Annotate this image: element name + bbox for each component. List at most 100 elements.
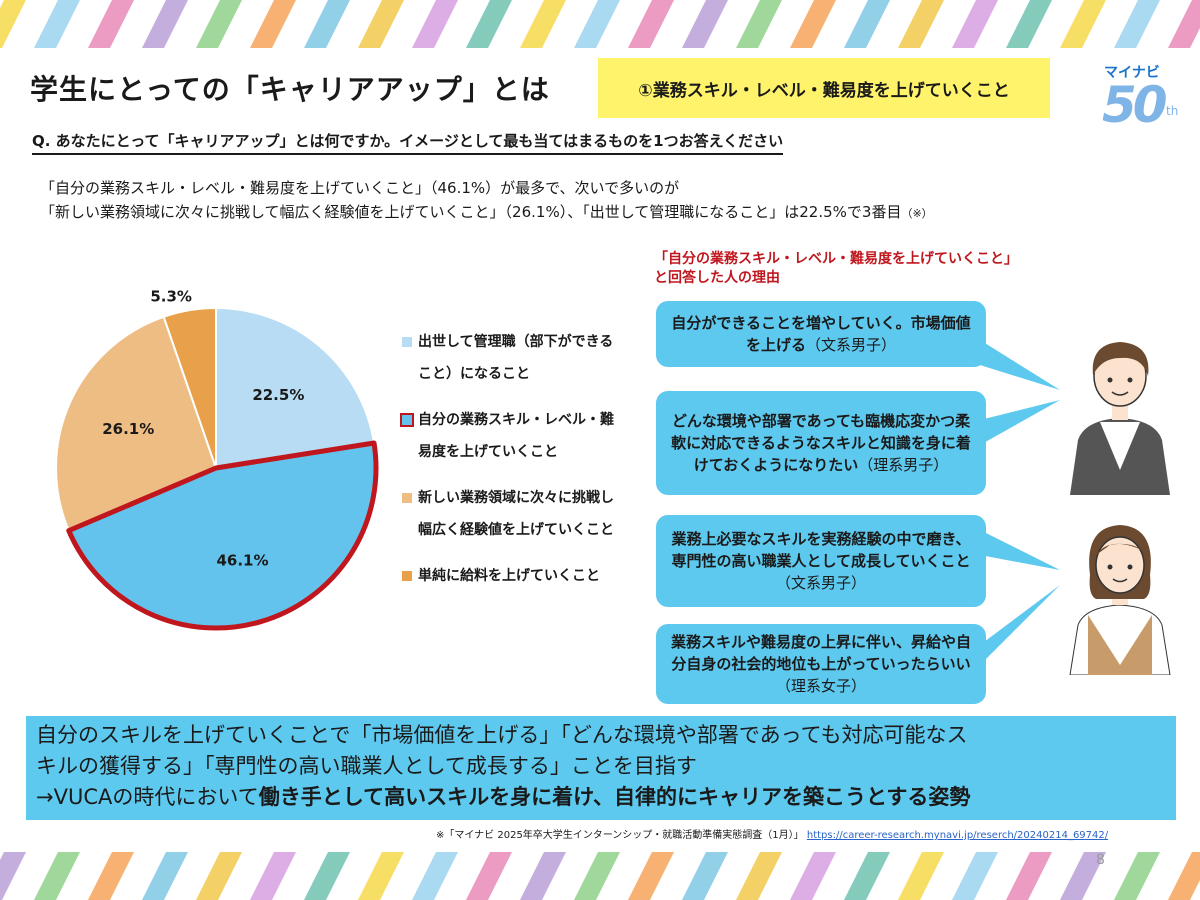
pie-slice bbox=[66, 440, 379, 631]
stripe-shape bbox=[0, 0, 26, 48]
pie-data-label: 26.1% bbox=[102, 420, 154, 438]
stripe-shape bbox=[1168, 0, 1200, 48]
stripe-shape bbox=[898, 852, 944, 900]
stripe-shape bbox=[466, 0, 512, 48]
reason-respondent: （理系女子） bbox=[775, 677, 866, 695]
stripe-shape bbox=[520, 0, 566, 48]
reasons-heading-line-2: と回答した人の理由 bbox=[654, 270, 780, 286]
stripe-shape bbox=[520, 852, 566, 900]
logo-number: 50 bbox=[1102, 76, 1168, 134]
legend-swatch bbox=[402, 571, 412, 581]
source-text: ※「マイナビ 2025年卒大学生インターンシップ・就職活動準備実態調査（1月）」 bbox=[436, 830, 804, 841]
stripe-shape bbox=[628, 852, 674, 900]
stripe-shape bbox=[142, 852, 188, 900]
speech-bubble-pointers bbox=[980, 340, 1060, 665]
stripe-shape bbox=[358, 852, 404, 900]
stripe-shape bbox=[1114, 852, 1160, 900]
pie-slice bbox=[55, 315, 218, 532]
summary-line-2: 「新しい業務領域に次々に挑戦して幅広く経験値を上げていくこと」（26.1%）、「… bbox=[40, 203, 933, 221]
stripe-shape bbox=[1060, 0, 1106, 48]
summary-line-1: 「自分の業務スキル・レベル・難易度を上げていくこと」（46.1%）が最多で、次い… bbox=[40, 179, 680, 197]
pie-chart-svg: 22.5% 46.1% 26.1% 5.3% bbox=[55, 287, 379, 631]
stripe-shape bbox=[466, 852, 512, 900]
stripe-shape bbox=[304, 852, 350, 900]
legend-label: 新しい業務領域に次々に挑戦し bbox=[418, 490, 614, 506]
reason-bubble-4: 業務スキルや難易度の上昇に伴い、昇給や自分自身の社会的地位も上がっていったらいい… bbox=[656, 624, 986, 704]
reasons-heading: 「自分の業務スキル・レベル・難易度を上げていくこと」 と回答した人の理由 bbox=[654, 250, 1018, 288]
source-link[interactable]: https://career-research.mynavi.jp/reserc… bbox=[806, 830, 1109, 841]
survey-question: Q. あなたにとって「キャリアアップ」とは何ですか。イメージとして最も当てはまる… bbox=[32, 130, 784, 155]
legend-item: 出世して管理職（部下ができる こと）になること bbox=[400, 326, 650, 390]
stripe-shape bbox=[844, 852, 890, 900]
stripe-shape bbox=[88, 0, 134, 48]
mynavi-50th-logo: マイナビ 50 th bbox=[1098, 62, 1190, 142]
pie-data-label: 46.1% bbox=[216, 551, 268, 569]
stripe-shape bbox=[88, 852, 134, 900]
stripe-shape bbox=[844, 0, 890, 48]
female-student-illustration bbox=[1069, 525, 1171, 675]
chart-legend: 出世して管理職（部下ができる こと）になること 自分の業務スキル・レベル・難 易… bbox=[400, 326, 650, 606]
stripe-shape bbox=[790, 0, 836, 48]
legend-item: 単純に給料を上げていくこと bbox=[400, 560, 650, 592]
reason-text: 自分ができることを増やしていく。市場価値を上げる bbox=[671, 314, 971, 354]
page-title: 学生にとっての「キャリアアップ」とは bbox=[30, 73, 550, 106]
stripe-shape bbox=[682, 852, 728, 900]
stripe-shape bbox=[250, 0, 296, 48]
logo-brand: マイナビ bbox=[1104, 65, 1160, 81]
reason-text: 業務上必要なスキルを実務経験の中で磨き、専門性の高い職業人として成長していくこと bbox=[671, 530, 971, 570]
reasons-heading-line-1: 「自分の業務スキル・レベル・難易度を上げていくこと」 bbox=[654, 251, 1018, 267]
reason-text: 業務スキルや難易度の上昇に伴い、昇給や自分自身の社会的地位も上がっていったらいい bbox=[670, 633, 971, 673]
reason-bubble-3: 業務上必要なスキルを実務経験の中で磨き、専門性の高い職業人として成長していくこと… bbox=[656, 515, 986, 607]
page-number: 8 bbox=[1096, 852, 1105, 868]
stripe-shape bbox=[196, 852, 242, 900]
pie-slice bbox=[162, 306, 217, 469]
legend-swatch bbox=[402, 493, 412, 503]
stripe-shape bbox=[1006, 0, 1052, 48]
reason-bubble-1: 自分ができることを増やしていく。市場価値を上げる（文系男子） bbox=[656, 301, 986, 367]
pie-data-label: 22.5% bbox=[252, 386, 304, 404]
summary-note: （※） bbox=[901, 207, 933, 220]
conclusion-line-3: →VUCAの時代において働き手として高いスキルを身に着け、自律的にキャリアを築こ… bbox=[36, 785, 971, 809]
bottom-stripe-decoration bbox=[0, 852, 1200, 900]
conclusion-box: 自分のスキルを上げていくことで「市場価値を上げる」「どんな環境や部署であっても対… bbox=[26, 716, 1176, 820]
legend-label: こと）になること bbox=[418, 366, 530, 382]
conclusion-line-2: キルの獲得する」「専門性の高い職業人として成長する」ことを目指す bbox=[36, 754, 697, 778]
stripe-shape bbox=[358, 0, 404, 48]
source-citation: ※「マイナビ 2025年卒大学生インターンシップ・就職活動準備実態調査（1月）」… bbox=[436, 826, 1108, 841]
reason-respondent: （文系男子） bbox=[806, 336, 897, 354]
legend-swatch bbox=[402, 337, 412, 347]
stripe-shape bbox=[790, 852, 836, 900]
stripe-shape bbox=[1060, 852, 1106, 900]
summary-text: 「自分の業務スキル・レベル・難易度を上げていくこと」（46.1%）が最多で、次い… bbox=[40, 176, 933, 226]
conclusion-line-1: 自分のスキルを上げていくことで「市場価値を上げる」「どんな環境や部署であっても対… bbox=[36, 723, 968, 747]
legend-label: 自分の業務スキル・レベル・難 bbox=[418, 412, 614, 428]
stripe-shape bbox=[34, 852, 80, 900]
stripe-shape bbox=[304, 0, 350, 48]
legend-label: 幅広く経験値を上げていくこと bbox=[418, 522, 614, 538]
reason-text: どんな環境や部署であっても臨機応変かつ柔軟に対応できるようなスキルと知識を身に着… bbox=[671, 412, 971, 474]
stripe-shape bbox=[952, 852, 998, 900]
stripe-shape bbox=[412, 852, 458, 900]
legend-label: 出世して管理職（部下ができる bbox=[418, 334, 614, 350]
pie-slice bbox=[215, 306, 376, 470]
pie-data-label: 5.3% bbox=[150, 287, 192, 305]
stripe-shape bbox=[34, 0, 80, 48]
stripe-shape bbox=[574, 0, 620, 48]
stripe-shape bbox=[898, 0, 944, 48]
stripe-shape bbox=[1168, 852, 1200, 900]
stripe-shape bbox=[412, 0, 458, 48]
logo-suffix: th bbox=[1166, 104, 1179, 118]
legend-item-highlighted: 自分の業務スキル・レベル・難 易度を上げていくこと bbox=[400, 404, 650, 468]
stripe-shape bbox=[196, 0, 242, 48]
reason-respondent: （文系男子） bbox=[775, 574, 866, 592]
stripe-shape bbox=[736, 852, 782, 900]
stripe-shape bbox=[952, 0, 998, 48]
stripe-shape bbox=[1114, 0, 1160, 48]
stripe-shape bbox=[628, 0, 674, 48]
title-note-box: ①業務スキル・レベル・難易度を上げていくこと bbox=[598, 58, 1050, 118]
stripe-shape bbox=[736, 0, 782, 48]
reason-bubble-2: どんな環境や部署であっても臨機応変かつ柔軟に対応できるようなスキルと知識を身に着… bbox=[656, 391, 986, 495]
stripe-shape bbox=[0, 852, 26, 900]
pie-chart: 22.5% 46.1% 26.1% 5.3% bbox=[40, 280, 400, 660]
legend-item: 新しい業務領域に次々に挑戦し 幅広く経験値を上げていくこと bbox=[400, 482, 650, 546]
